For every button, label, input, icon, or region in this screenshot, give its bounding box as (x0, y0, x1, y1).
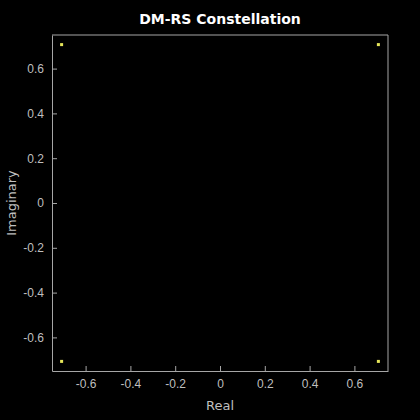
y-tick-label: 0.6 (27, 62, 44, 76)
x-axis: -0.6 -0.4 -0.2 0 0.2 0.4 0.6 (53, 366, 389, 391)
x-axis-line (53, 371, 389, 372)
x-tick-mark (220, 366, 221, 371)
point (377, 43, 380, 46)
x-tick-label: 0.2 (257, 377, 274, 391)
y-tick: -0.4 (23, 286, 57, 300)
y-tick-label: -0.4 (23, 286, 44, 300)
y-tick: 0.6 (27, 62, 57, 76)
x-tick-mark (265, 366, 266, 371)
y-axis: -0.6 -0.4 -0.2 0 0.2 0.4 0.6 (23, 36, 57, 372)
x-tick: 0.4 (302, 366, 319, 391)
y-tick: 0.2 (27, 152, 57, 166)
x-tick: -0.4 (121, 366, 142, 391)
y-tick-mark (52, 69, 57, 70)
y-tick-mark (52, 248, 57, 249)
x-tick-mark (86, 366, 87, 371)
y-tick: 0.4 (27, 107, 57, 121)
x-tick-mark (175, 366, 176, 371)
chart: -0.6 -0.4 -0.2 0 0.2 0.4 0.6 -0.6 -0.4 -0.2 0 0.2 0.… (0, 0, 420, 420)
title: DM-RS Constellation (139, 11, 301, 27)
y-tick-label: -0.6 (23, 331, 44, 345)
y-tick-label: -0.2 (23, 241, 44, 255)
points (60, 43, 380, 363)
x-tick-label: -0.2 (165, 377, 186, 391)
x-tick: 0 (217, 366, 224, 391)
y-tick-mark (52, 293, 57, 294)
x-axis-title: Real (206, 398, 234, 413)
x-tick: 0.2 (257, 366, 274, 391)
x-tick-mark (310, 366, 311, 371)
x-tick-label: 0 (217, 377, 224, 391)
x-tick: -0.6 (76, 366, 97, 391)
x-tick: -0.2 (165, 366, 186, 391)
y-tick-label: 0 (37, 196, 44, 210)
y-tick: -0.2 (23, 241, 57, 255)
x-tick-label: -0.6 (76, 377, 97, 391)
x-tick: 0.6 (347, 366, 364, 391)
point (60, 360, 63, 363)
y-tick-mark (52, 337, 57, 338)
y-tick-label: 0.2 (27, 152, 44, 166)
x-tick-mark (354, 366, 355, 371)
x-tick-label: 0.6 (347, 377, 364, 391)
x-tick-label: 0.4 (302, 377, 319, 391)
y-tick-mark (52, 203, 57, 204)
y-tick-mark (52, 158, 57, 159)
y-tick: -0.6 (23, 331, 57, 345)
x-tick-mark (130, 366, 131, 371)
point (60, 43, 63, 46)
y-tick-mark (52, 113, 57, 114)
y-tick: 0 (37, 196, 57, 210)
plot-area: -0.6 -0.4 -0.2 0 0.2 0.4 0.6 -0.6 -0.4 -0.2 0 0.2 0.… (23, 35, 388, 391)
plot-frame (52, 35, 388, 371)
y-tick-label: 0.4 (27, 107, 44, 121)
y-axis-title: Imaginary (4, 170, 19, 236)
x-tick-label: -0.4 (121, 377, 142, 391)
point (377, 360, 380, 363)
